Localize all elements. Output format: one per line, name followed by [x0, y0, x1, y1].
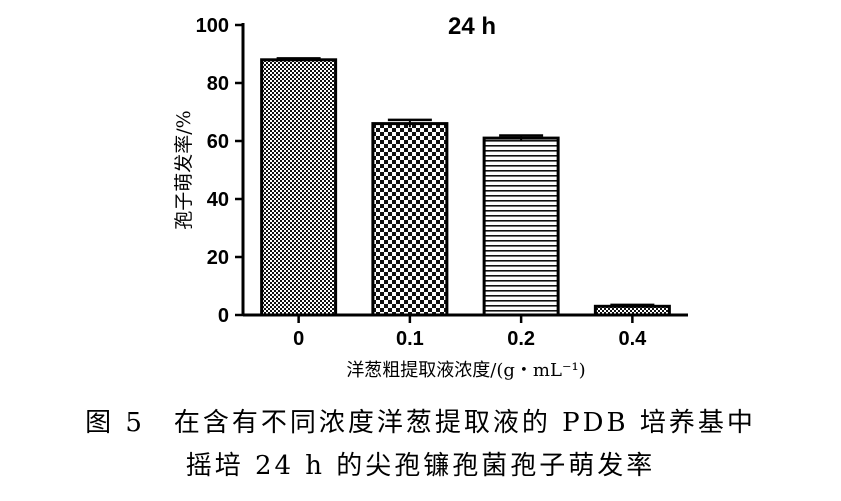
- y-axis-label: 孢子萌发率/%: [173, 110, 195, 229]
- y-tick-label: 80: [207, 73, 229, 95]
- bar-1: [371, 122, 449, 317]
- y-tick-label: 100: [196, 15, 229, 37]
- y-tick-label: 0: [218, 305, 229, 327]
- x-tick-label: 0.1: [396, 328, 424, 350]
- chart-title: 24 h: [448, 13, 496, 40]
- y-tick-label: 60: [207, 131, 229, 153]
- y-tick-label: 40: [207, 189, 229, 211]
- figure-caption-line-1: 图 5 在含有不同浓度洋葱提取液的 PDB 培养基中: [85, 408, 756, 438]
- bar-chart: 0 20 40 60 80 100 0 0.1 0.2 0.4 24 h 孢子萌发率/% 洋葱粗提取液浓…: [173, 13, 688, 381]
- figure-caption-line-2: 摇培 24 h 的尖孢镰孢菌孢子萌发率: [185, 451, 656, 481]
- bar-0: [260, 58, 338, 317]
- x-tick-label: 0.4: [618, 328, 647, 350]
- y-tick-label: 20: [207, 247, 229, 269]
- x-tick-label: 0.2: [507, 328, 535, 350]
- bar-2: [482, 136, 560, 317]
- x-axis-label: 洋葱粗提取液浓度/(g・mL⁻¹): [346, 360, 585, 381]
- x-tick-label: 0: [293, 328, 304, 350]
